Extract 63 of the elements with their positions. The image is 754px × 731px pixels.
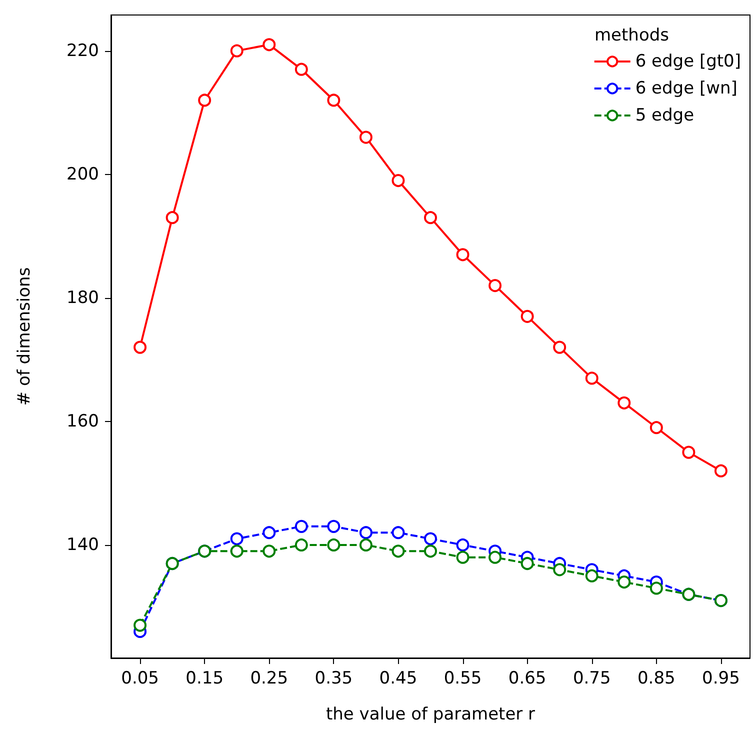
point [714,464,728,478]
point [456,538,470,552]
point [392,174,405,188]
point [359,130,372,144]
point [520,310,534,323]
point [650,421,663,434]
point [618,396,631,410]
y-tick-label: 220 [66,40,99,61]
y-tick-label: 140 [66,534,99,555]
x-tick-label: 0.45 [379,668,418,688]
y-axis-title: # of dimensions [14,267,34,406]
point [327,520,340,533]
point [392,544,405,558]
x-tick-label: 0.25 [250,668,288,688]
point [424,544,437,558]
point [392,526,405,540]
y-tick-label: 180 [66,288,99,308]
point [520,557,534,570]
legend-label: 6 edge [gt0] [635,52,742,72]
legend-label: 5 edge [635,106,694,126]
point [553,340,566,354]
point [230,44,244,58]
legend-title: methods [594,26,670,46]
point [456,248,470,262]
x-tick-label: 0.35 [314,668,353,688]
point [327,538,340,552]
point [262,544,276,558]
y-tick-label: 200 [66,164,99,184]
x-tick-label: 0.55 [444,668,482,688]
point [166,211,179,224]
point [553,563,566,576]
point [198,94,212,107]
point [262,38,276,52]
point [488,550,502,564]
legend-label: 6 edge [wn] [635,78,738,98]
point [134,340,147,354]
x-axis-title: the value of parameter r [326,704,536,724]
point [230,532,244,546]
point [294,520,308,533]
point [294,538,308,552]
x-tick-label: 0.15 [186,668,224,688]
point [294,62,308,76]
x-tick-label: 0.05 [121,668,159,688]
x-tick-label: 0.65 [508,668,546,688]
point [424,211,437,224]
point [424,532,437,546]
y-tick-label: 160 [66,411,99,432]
point [585,372,598,385]
x-tick-label: 0.95 [702,668,740,688]
point [262,526,276,540]
point [359,526,372,540]
point [456,550,470,564]
point [134,618,147,632]
point [585,569,598,582]
point [488,279,502,292]
x-tick-label: 0.85 [637,668,676,688]
x-tick-label: 0.75 [572,668,611,688]
point [618,576,631,589]
point [359,538,372,552]
point [650,582,663,595]
point [682,446,696,459]
point [230,544,244,558]
point [327,94,340,107]
